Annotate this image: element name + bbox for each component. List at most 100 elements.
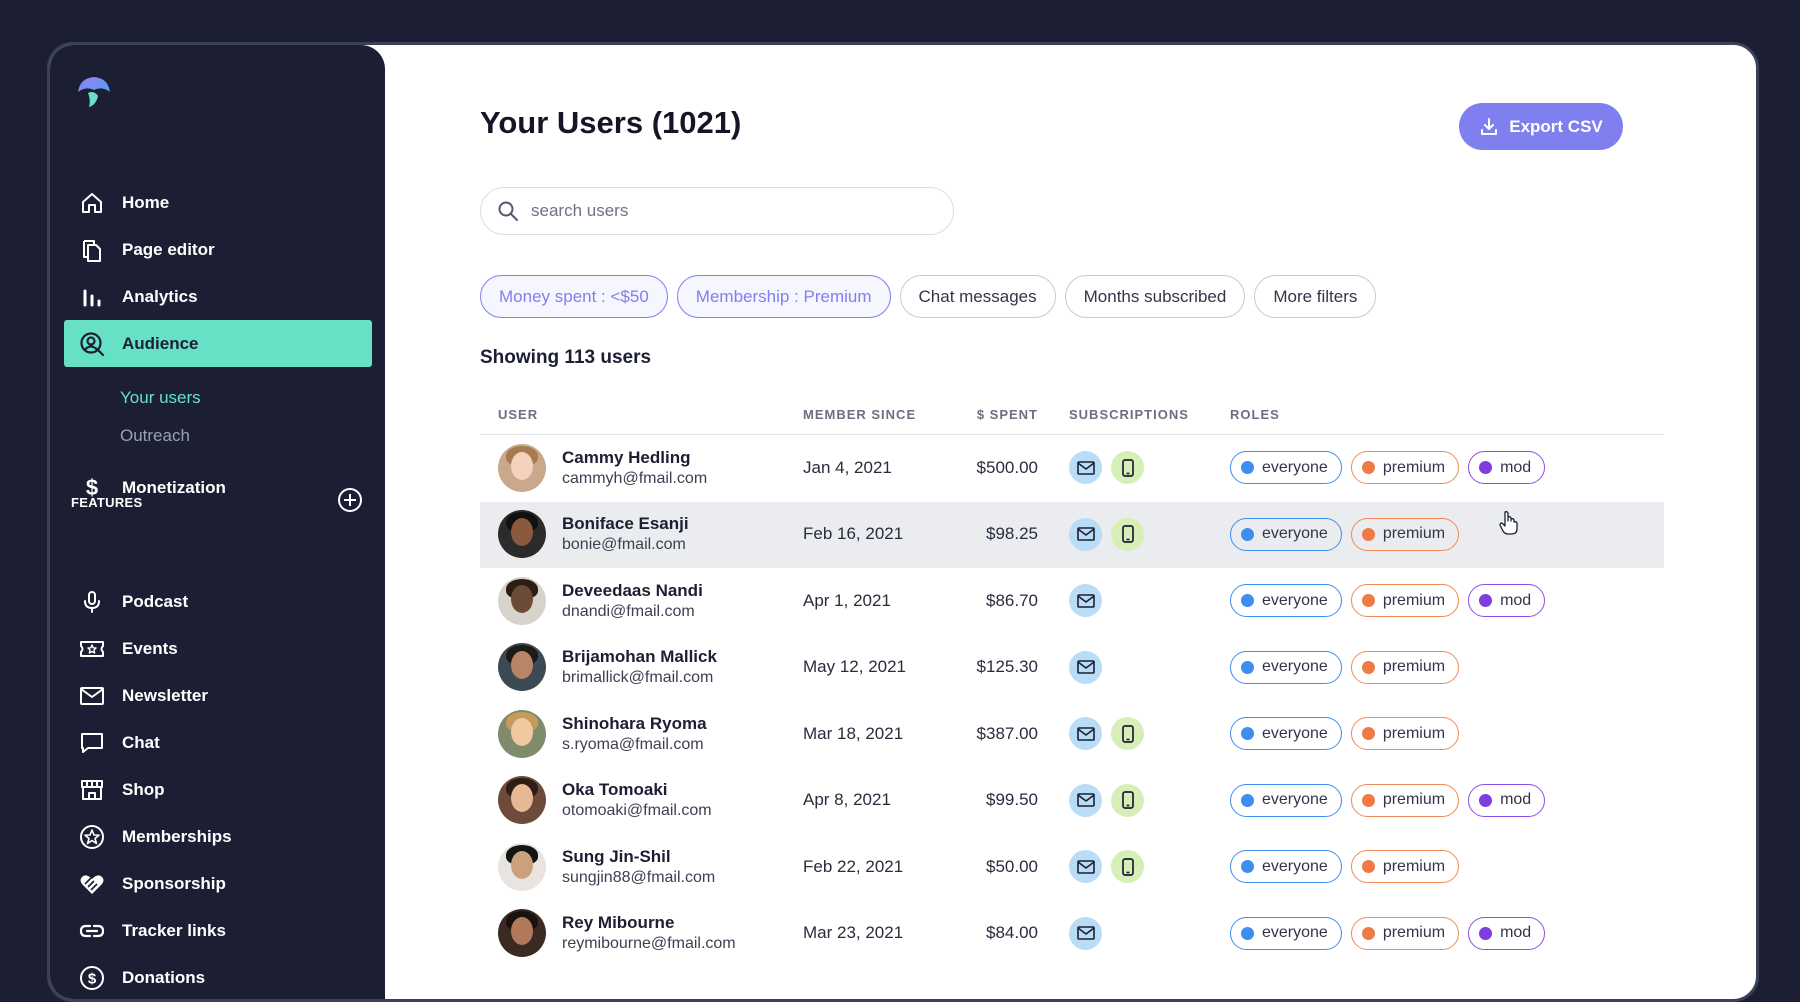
role-badge-mod[interactable]: mod bbox=[1468, 916, 1546, 950]
role-label: everyone bbox=[1262, 924, 1328, 942]
role-badge-everyone[interactable]: everyone bbox=[1230, 783, 1342, 817]
amount-spent: $500.00 bbox=[976, 457, 1038, 477]
role-badge-everyone[interactable]: everyone bbox=[1230, 717, 1342, 751]
nav-donations[interactable]: $ Donations bbox=[64, 954, 372, 999]
user-info: Cammy Hedling cammyh@fmail.com bbox=[562, 447, 707, 489]
avatar[interactable] bbox=[498, 842, 546, 891]
features-heading: FEATURES bbox=[71, 495, 143, 510]
role-badge-premium[interactable]: premium bbox=[1350, 783, 1460, 817]
subnav-your-users[interactable]: Your users bbox=[120, 388, 201, 407]
nav-audience[interactable]: Audience bbox=[64, 320, 372, 367]
role-badge-everyone[interactable]: everyone bbox=[1230, 850, 1342, 884]
user-email: sungjin88@fmail.com bbox=[562, 868, 716, 886]
filter-months-subscribed[interactable]: Months subscribed bbox=[1064, 275, 1246, 318]
nav-sponsorship[interactable]: Sponsorship bbox=[64, 860, 372, 907]
role-badge-everyone[interactable]: everyone bbox=[1230, 650, 1342, 684]
nav-tracker-links[interactable]: Tracker links bbox=[64, 907, 372, 954]
nav-events[interactable]: Events bbox=[64, 625, 372, 672]
avatar-face bbox=[511, 917, 533, 946]
role-badge-mod[interactable]: mod bbox=[1468, 451, 1546, 485]
download-icon bbox=[1481, 117, 1498, 135]
filter-membership[interactable]: Membership : Premium bbox=[676, 275, 891, 318]
results-count: Showing 113 users bbox=[480, 347, 652, 368]
role-label: everyone bbox=[1262, 857, 1328, 875]
table-row[interactable]: Brijamohan Mallick brimallick@fmail.com … bbox=[480, 635, 1664, 702]
avatar[interactable] bbox=[498, 576, 546, 625]
nav-shop[interactable]: Shop bbox=[64, 766, 372, 813]
table-row[interactable]: Rey Mibourne reymibourne@fmail.com Mar 2… bbox=[480, 901, 1664, 968]
user-info: Shinohara Ryoma s.ryoma@fmail.com bbox=[562, 713, 707, 755]
role-badge-premium[interactable]: premium bbox=[1350, 517, 1460, 551]
col-subscriptions[interactable]: SUBSCRIPTIONS bbox=[1069, 407, 1189, 422]
table-row[interactable]: Cammy Hedling cammyh@fmail.com Jan 4, 20… bbox=[480, 435, 1664, 502]
member-since: May 12, 2021 bbox=[803, 657, 907, 677]
user-name[interactable]: Brijamohan Mallick bbox=[562, 647, 717, 667]
avatar[interactable] bbox=[498, 709, 546, 758]
role-badge-mod[interactable]: mod bbox=[1468, 783, 1546, 817]
role-badge-premium[interactable]: premium bbox=[1350, 650, 1460, 684]
sms-subscription-icon bbox=[1111, 783, 1144, 817]
filter-more-filters[interactable]: More filters bbox=[1254, 275, 1377, 318]
col-member-since[interactable]: MEMBER SINCE bbox=[803, 407, 917, 422]
subnav-outreach[interactable]: Outreach bbox=[120, 426, 190, 445]
role-badge-premium[interactable]: premium bbox=[1350, 451, 1460, 485]
table-row[interactable]: Deveedaas Nandi dnandi@fmail.com Apr 1, … bbox=[480, 568, 1664, 635]
user-cell: Rey Mibourne reymibourne@fmail.com bbox=[480, 909, 803, 958]
search-bar[interactable] bbox=[480, 187, 954, 235]
nav-monetization[interactable]: $ Monetization bbox=[64, 464, 372, 511]
user-email: cammyh@fmail.com bbox=[562, 469, 708, 487]
col-spent[interactable]: $ SPENT bbox=[976, 407, 1038, 422]
nav-chat[interactable]: Chat bbox=[64, 719, 372, 766]
user-name[interactable]: Deveedaas Nandi bbox=[562, 580, 703, 600]
user-name[interactable]: Cammy Hedling bbox=[562, 447, 691, 467]
table-row[interactable]: Shinohara Ryoma s.ryoma@fmail.com Mar 18… bbox=[480, 701, 1664, 768]
avatar-face bbox=[511, 584, 533, 613]
mail-icon bbox=[78, 682, 106, 710]
search-input[interactable] bbox=[531, 201, 911, 221]
table-row[interactable]: Sung Jin-Shil sungjin88@fmail.com Feb 22… bbox=[480, 834, 1664, 901]
table-row[interactable]: Boniface Esanji bonie@fmail.com Feb 16, … bbox=[480, 501, 1664, 568]
nav-page-editor[interactable]: Page editor bbox=[64, 226, 372, 273]
amount-spent: $387.00 bbox=[976, 723, 1038, 743]
role-badge-premium[interactable]: premium bbox=[1350, 850, 1460, 884]
role-badge-everyone[interactable]: everyone bbox=[1230, 451, 1342, 485]
avatar[interactable] bbox=[498, 776, 546, 825]
user-name[interactable]: Shinohara Ryoma bbox=[562, 713, 707, 733]
nav-home[interactable]: Home bbox=[64, 179, 372, 226]
add-feature-button[interactable] bbox=[337, 487, 363, 513]
filter-money-spent[interactable]: Money spent : <$50 bbox=[480, 275, 668, 318]
avatar[interactable] bbox=[498, 443, 546, 492]
role-dot bbox=[1479, 793, 1493, 807]
role-badge-mod[interactable]: mod bbox=[1468, 584, 1546, 618]
role-badge-everyone[interactable]: everyone bbox=[1230, 584, 1342, 618]
col-user[interactable]: USER bbox=[498, 407, 539, 422]
table-row[interactable]: Oka Tomoaki otomoaki@fmail.com Apr 8, 20… bbox=[480, 768, 1664, 835]
role-badge-premium[interactable]: premium bbox=[1350, 717, 1460, 751]
nav-analytics[interactable]: Analytics bbox=[64, 273, 372, 320]
user-name[interactable]: Oka Tomoaki bbox=[562, 780, 668, 800]
user-name[interactable]: Sung Jin-Shil bbox=[562, 846, 671, 866]
export-csv-button[interactable]: Export CSV bbox=[1459, 103, 1623, 150]
nav-podcast[interactable]: Podcast bbox=[64, 578, 372, 625]
user-name[interactable]: Boniface Esanji bbox=[562, 514, 689, 534]
nav-newsletter[interactable]: Newsletter bbox=[64, 672, 372, 719]
member-since: Mar 23, 2021 bbox=[803, 923, 904, 943]
user-cell: Deveedaas Nandi dnandi@fmail.com bbox=[480, 576, 803, 625]
member-since: Feb 22, 2021 bbox=[803, 856, 904, 876]
avatar[interactable] bbox=[498, 510, 546, 559]
role-badge-everyone[interactable]: everyone bbox=[1230, 517, 1342, 551]
microphone-icon bbox=[78, 588, 106, 616]
app-logo[interactable] bbox=[74, 72, 114, 112]
user-name[interactable]: Rey Mibourne bbox=[562, 913, 675, 933]
role-badge-premium[interactable]: premium bbox=[1350, 584, 1460, 618]
nav-memberships[interactable]: Memberships bbox=[64, 813, 372, 860]
role-dot bbox=[1361, 727, 1375, 741]
avatar[interactable] bbox=[498, 643, 546, 692]
role-badge-premium[interactable]: premium bbox=[1350, 916, 1460, 950]
avatar[interactable] bbox=[498, 909, 546, 958]
role-label: premium bbox=[1382, 924, 1446, 942]
role-badge-everyone[interactable]: everyone bbox=[1230, 916, 1342, 950]
col-roles[interactable]: ROLES bbox=[1230, 407, 1280, 422]
filter-chat-messages[interactable]: Chat messages bbox=[899, 275, 1056, 318]
hand-cursor-icon bbox=[1497, 510, 1521, 536]
